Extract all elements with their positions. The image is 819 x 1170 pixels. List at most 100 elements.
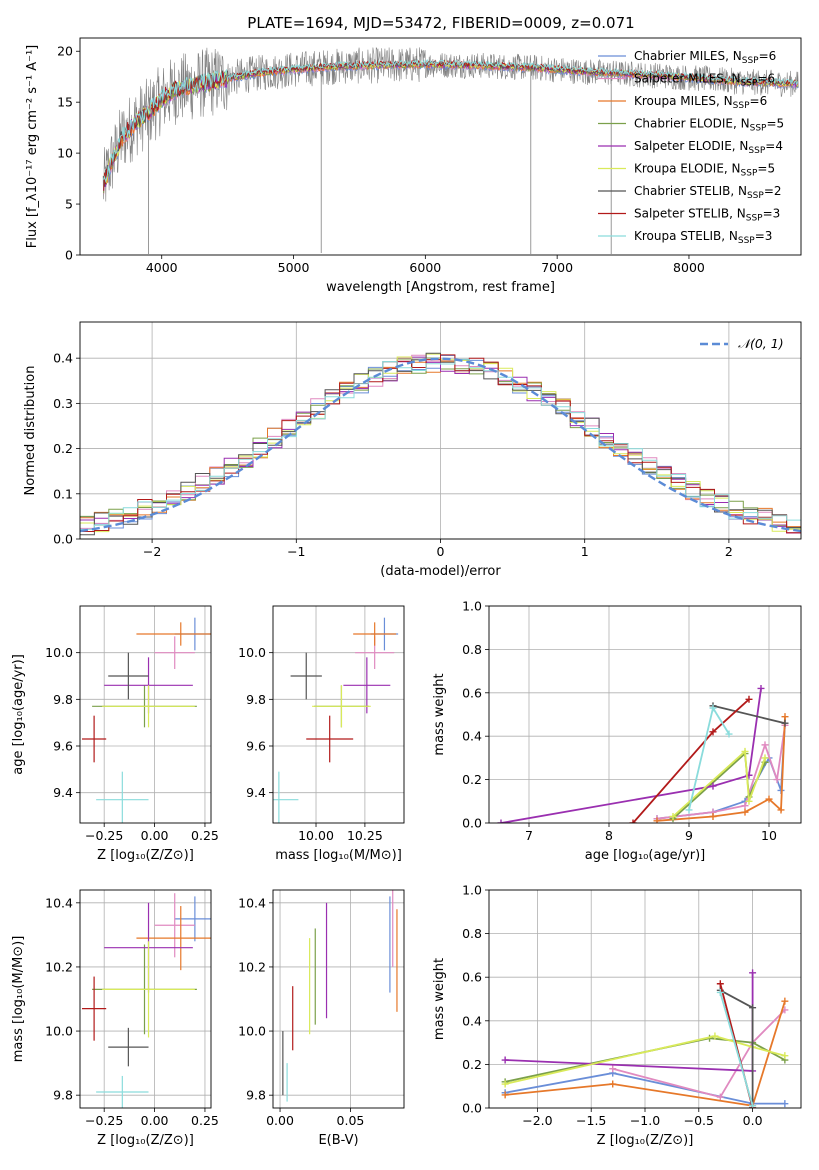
mass-weight-line (656, 725, 786, 820)
mass-weight-marker (749, 1004, 757, 1012)
x-axis-label: Z [log₁₀(Z/Z⊙)] (97, 1133, 194, 1148)
mass-weight-marker (761, 754, 769, 762)
y-tick-label: 0.4 (462, 729, 482, 744)
residual-histogram (80, 354, 801, 534)
errorbar-point (102, 941, 195, 1038)
ticks-spectrum: 4000 5000 6000 7000 8000 0 5 10 15 20 (57, 44, 705, 275)
mass-weight-line (505, 1000, 786, 1107)
mass-weight-marker (716, 980, 724, 988)
mass-weight-marker (741, 747, 749, 755)
y-tick-label: 0.2 (462, 772, 482, 787)
x-axis-label: wavelength [Angstrom, rest frame] (326, 280, 555, 295)
y-tick-label: 10.2 (238, 959, 266, 974)
legend-subscript: SSP (748, 146, 765, 156)
y-tick-label: 0 (65, 248, 73, 263)
x-tick-label: −1.0 (630, 1113, 660, 1128)
y-tick-label: 1.0 (462, 883, 482, 898)
errorbar-point (154, 893, 195, 958)
grid-mass_vs_ebv (273, 890, 404, 1108)
axes-frame (79, 605, 212, 824)
axes-residuals: −2 −1 0 1 2 0.0 0.1 0.2 0.3 0.4 (data-model)/error… (23, 321, 802, 579)
plot-area-age_vs_Z (82, 617, 211, 823)
x-axis-label: E(B-V) (318, 1133, 358, 1148)
errorbar-point (96, 771, 149, 823)
mass-weight-marker (609, 1080, 617, 1088)
mass-weight-line (656, 716, 786, 822)
ticks-residuals: −2 −1 0 1 2 0.0 0.1 0.2 0.3 0.4 (53, 351, 733, 559)
legend-suffix: =6 (750, 94, 768, 108)
x-tick-label: 10.00 (298, 828, 334, 843)
y-tick-label: 10.0 (45, 645, 73, 660)
mass-weight-marker (716, 988, 724, 996)
ticks-mass_vs_ebv: 0.00 0.05 9.8 10.0 10.2 10.4 (238, 895, 364, 1128)
mass-weight-marker (709, 782, 717, 790)
y-tick-label: 10.0 (238, 645, 266, 660)
x-axis-label: (data-model)/error (380, 564, 501, 579)
mass-weight-marker (497, 819, 505, 823)
plot-area-spectrum (102, 47, 799, 254)
mass-weight-marker (781, 719, 789, 727)
legend-entry: Kroupa MILES, NSSP=6 (634, 94, 767, 111)
mass-weight-line (656, 723, 786, 820)
x-tick-label: −0.25 (85, 1113, 123, 1128)
errorbar-point (343, 657, 391, 714)
mass-weight-marker (653, 817, 661, 823)
axes-frame (79, 889, 212, 1109)
legend-entry: Chabrier STELIB, NSSP=2 (634, 184, 782, 201)
y-tick-label: 10 (57, 146, 73, 161)
legend-suffix: =2 (764, 184, 782, 198)
legend-suffix: =3 (755, 229, 773, 243)
mass-weight-marker (629, 819, 637, 823)
legend-subscript: SSP (747, 191, 764, 201)
ticks-age_vs_Z: −0.25 0.00 0.25 9.4 9.6 9.8 10.0 (45, 645, 219, 843)
mass-weight-line (719, 992, 754, 1107)
legend-suffix: =6 (759, 49, 777, 63)
legend-subscript: SSP (738, 236, 755, 246)
x-axis-label: mass [log₁₀(M/M⊙)] (275, 848, 402, 863)
legend-suffix: =6 (757, 72, 775, 86)
y-tick-label: 9.8 (53, 692, 73, 707)
legend-subscript: SSP (750, 124, 767, 134)
plot-area-weight_vs_age (497, 684, 789, 823)
x-tick-label: 8000 (673, 260, 705, 275)
errorbar-point (290, 652, 322, 700)
mass-weight-marker (609, 1065, 617, 1073)
axes-frame (488, 605, 802, 824)
y-tick-label: 15 (57, 95, 73, 110)
legend-subscript: SSP (741, 79, 758, 89)
mass-weight-marker (745, 695, 753, 703)
axes-frame (79, 321, 802, 540)
mass-weight-line (504, 1072, 785, 1105)
mass-weight-marker (773, 776, 781, 784)
errorbar-point (136, 906, 211, 971)
legend-subscript: SSP (733, 101, 750, 111)
mass-weight-marker (781, 997, 789, 1005)
y-tick-label: 0.6 (462, 970, 482, 985)
y-tick-label: 9.8 (246, 692, 266, 707)
ticks-mass_vs_Z: −0.25 0.00 0.25 9.8 10.0 10.2 10.4 (45, 895, 219, 1128)
mass-weight-marker (669, 812, 677, 820)
residual-legend: 𝒩(0, 1) (700, 336, 784, 351)
y-tick-label: 0.4 (462, 1013, 482, 1028)
y-axis-label: Normed distribution (23, 366, 38, 496)
y-tick-label: 9.4 (53, 785, 73, 800)
mass-weight-marker (709, 728, 717, 736)
x-tick-label: 0 (437, 544, 445, 559)
mass-weight-marker (781, 1052, 789, 1060)
axes-mass_vs_Z: −0.25 0.00 0.25 9.8 10.0 10.2 10.4 Z [log₁₀(Z/Z… (11, 889, 219, 1148)
legend-entry: Kroupa STELIB, NSSP=3 (634, 229, 772, 246)
y-tick-label: 10.4 (238, 895, 266, 910)
x-tick-label: 0.00 (141, 1113, 169, 1128)
y-tick-label: 0.0 (462, 816, 482, 831)
spectrum-data-line (102, 47, 799, 202)
errorbar-point (82, 976, 107, 1041)
legend-entry: 𝒩(0, 1) (738, 336, 784, 351)
y-axis-label: mass [log₁₀(M/M⊙)] (11, 936, 26, 1063)
y-tick-label: 9.8 (246, 1088, 266, 1103)
axes-spectrum: 4000 5000 6000 7000 8000 0 5 10 15 20 wavelength [… (25, 37, 802, 295)
errorbar-point (154, 636, 195, 669)
y-tick-label: 10.2 (45, 959, 73, 974)
legend-suffix: =5 (757, 162, 775, 176)
mass-weight-marker (725, 730, 733, 738)
axes-weight_vs_age: 7 8 9 10 0.0 0.2 0.4 0.6 0.8 1.0 age [log₁₀(age/yr… (432, 599, 802, 863)
